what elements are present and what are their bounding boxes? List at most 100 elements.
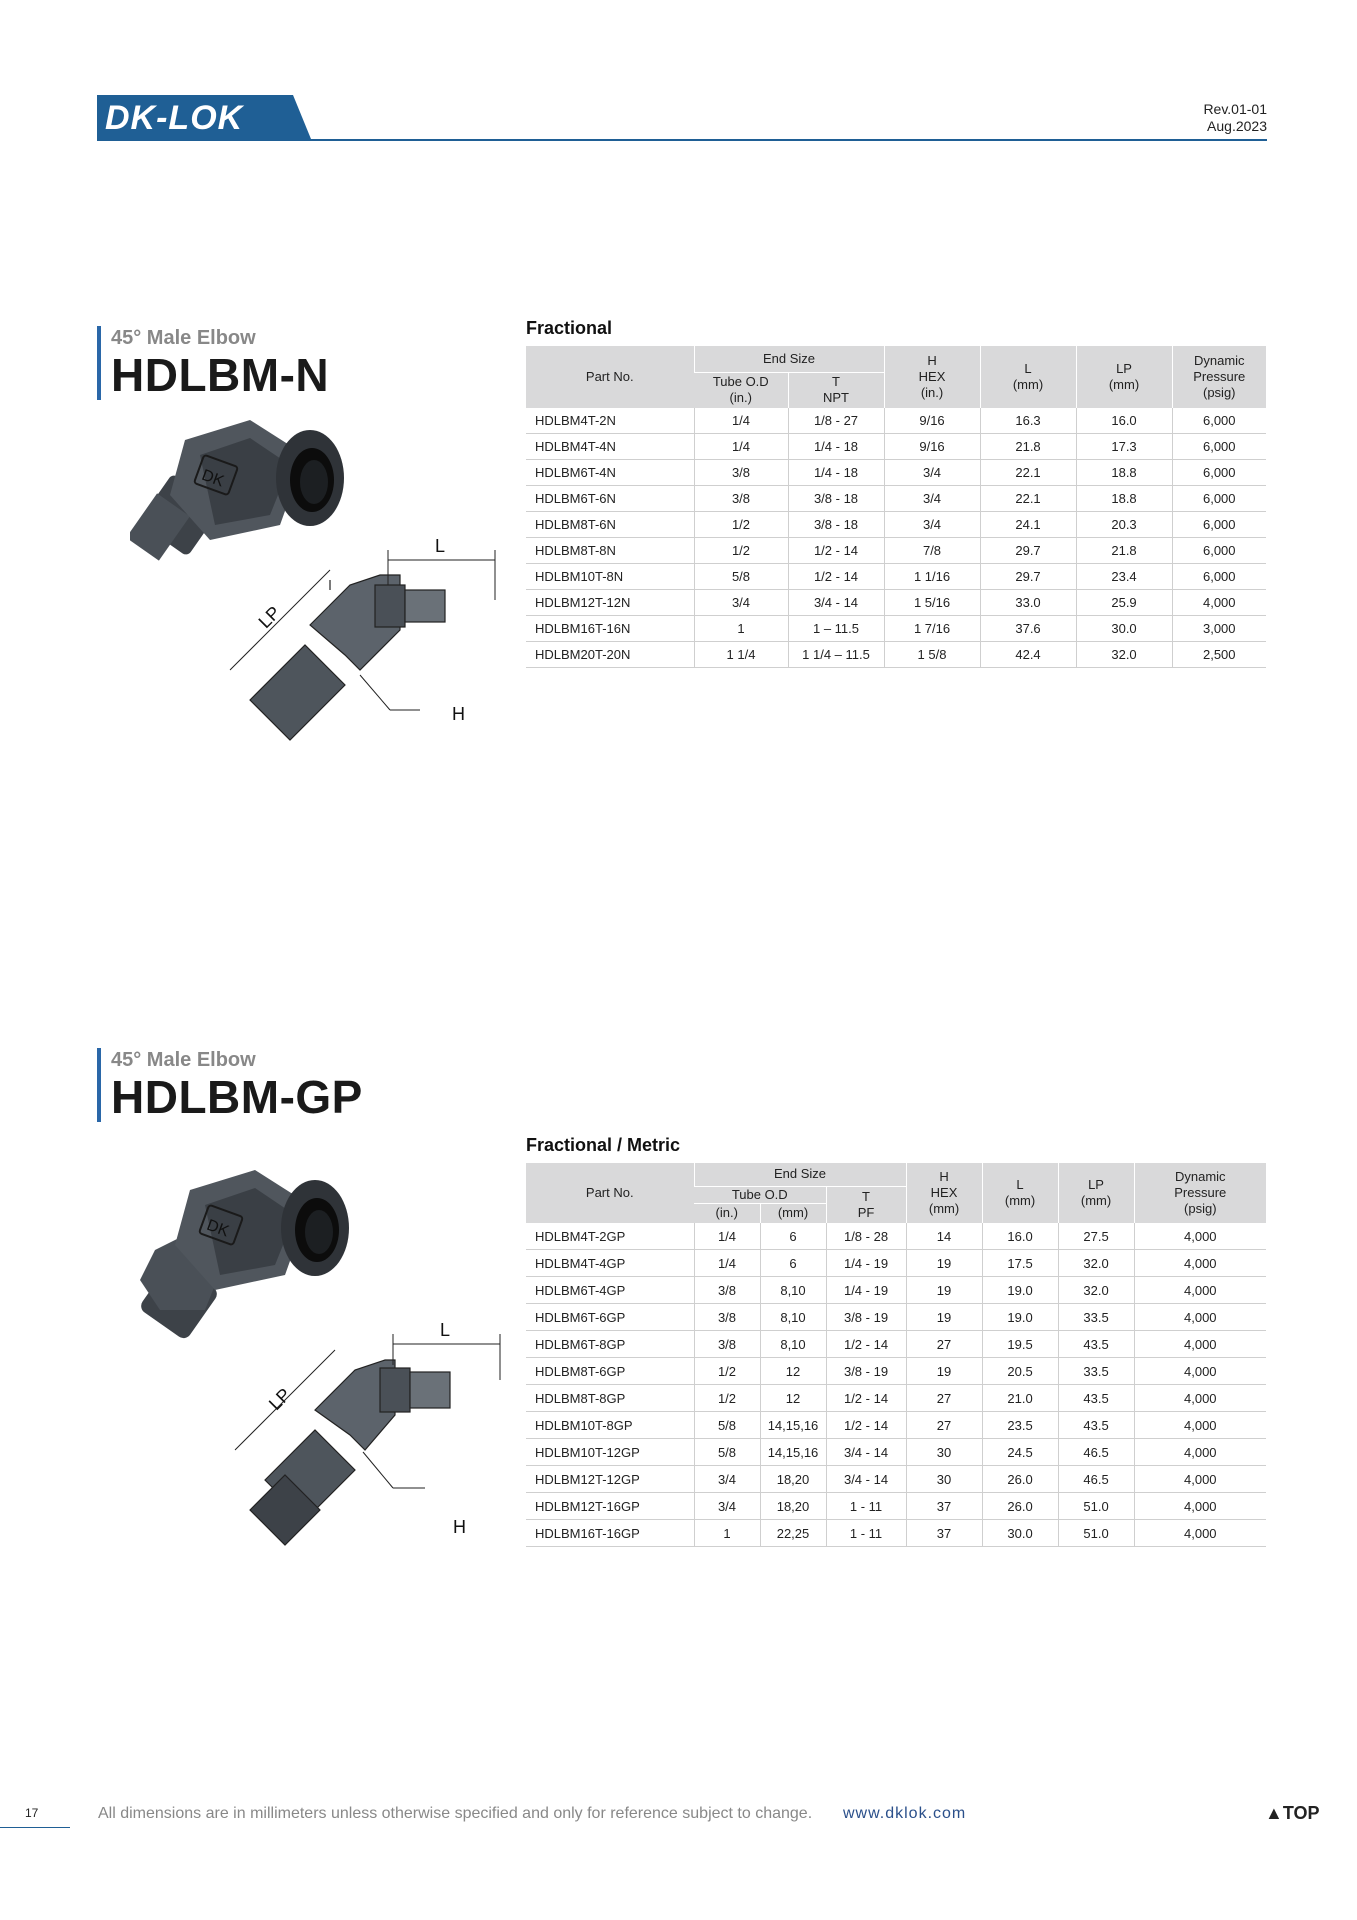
table-cell: 1/4 [693, 1249, 760, 1277]
table-cell: 1/4 [693, 433, 788, 460]
table-cell: 6,000 [1171, 485, 1267, 512]
table-cell: 43.5 [1057, 1330, 1135, 1358]
header-tube-od: Tube O.D (in.) [694, 371, 788, 408]
table-cell: 1/4 [693, 1223, 760, 1250]
table-cell: 4,000 [1133, 1519, 1267, 1547]
table-cell: 24.1 [979, 511, 1077, 538]
table-row: HDLBM4T-2N 1/4 1/8 - 27 9/16 16.3 16.0 6,000 [526, 408, 1267, 434]
table-cell: 9/16 [883, 433, 981, 460]
table-cell: 33.0 [979, 589, 1077, 616]
table-row: HDLBM20T-20N 1 1/4 1 1/4 – 11.5 1 5/8 42.4 32… [526, 641, 1267, 668]
table-cell: 19.5 [981, 1330, 1059, 1358]
table-cell: 1 5/16 [883, 589, 981, 616]
svg-text:DK: DK [199, 467, 226, 491]
table-cell: 6,000 [1171, 408, 1267, 434]
table-cell: 4,000 [1133, 1223, 1267, 1250]
table-cell: 8,10 [759, 1276, 826, 1304]
hdlbm-n-figure: DK L LP H [126, 400, 510, 770]
table-row: HDLBM16T-16N 1 1 – 11.5 1 7/16 37.6 30.0 3,000 [526, 615, 1267, 642]
header-dynamic-pressure: Dynamic Pressure (psig) [1171, 346, 1267, 408]
table-cell: 16.0 [1075, 408, 1173, 434]
table-cell: 33.5 [1057, 1357, 1135, 1385]
table-cell: 21.8 [979, 433, 1077, 460]
table-cell: 19 [905, 1357, 983, 1385]
table-cell: 3/8 [693, 459, 788, 486]
table-cell: 5/8 [693, 563, 788, 590]
table-cell: 20.5 [981, 1357, 1059, 1385]
table-cell: 4,000 [1133, 1465, 1267, 1493]
part-number-cell: HDLBM4T-2GP [526, 1223, 694, 1250]
part-number-cell: HDLBM12T-12GP [526, 1465, 694, 1493]
table-cell: 3/4 - 14 [825, 1465, 907, 1493]
table-cell: 3/8 [693, 1303, 760, 1331]
table-cell: 1 7/16 [883, 615, 981, 642]
table-cell: 23.4 [1075, 563, 1173, 590]
table-cell: 1/4 - 18 [787, 459, 885, 486]
table-cell: 7/8 [883, 537, 981, 564]
table-cell: 8,10 [759, 1303, 826, 1331]
table-cell: 43.5 [1057, 1411, 1135, 1439]
table-cell: 6,000 [1171, 459, 1267, 486]
header-lp: LP (mm) [1057, 1163, 1135, 1223]
table-cell: 21.8 [1075, 537, 1173, 564]
footer-divider [0, 1827, 70, 1828]
table-row: HDLBM6T-4GP 3/8 8,10 1/4 - 19 19 19.0 32.0 4,00… [526, 1276, 1267, 1304]
table-cell: 1 1/4 – 11.5 [787, 641, 885, 668]
dim-label-lp: LP [265, 1384, 295, 1414]
table-cell: 27 [905, 1411, 983, 1439]
table-cell: 3/8 - 19 [825, 1357, 907, 1385]
table-cell: 1 1/16 [883, 563, 981, 590]
table-cell: 19 [905, 1303, 983, 1331]
svg-text:DK: DK [204, 1217, 231, 1241]
table-cell: 29.7 [979, 563, 1077, 590]
table-cell: 1 [693, 1519, 760, 1547]
website-link[interactable]: www.dklok.com [843, 1805, 967, 1822]
dim-label-h: H [452, 704, 465, 724]
table-row: HDLBM4T-4GP 1/4 6 1/4 - 19 19 17.5 32.0 4,000 [526, 1249, 1267, 1277]
part-number-cell: HDLBM10T-12GP [526, 1438, 694, 1466]
table-cell: 20.3 [1075, 511, 1173, 538]
table-cell: 3/4 [883, 459, 981, 486]
table-cell: 2,500 [1171, 641, 1267, 668]
table-cell: 14 [905, 1223, 983, 1250]
dk-lok-logo: DK-LOK [97, 95, 311, 139]
table-cell: 3/4 - 14 [787, 589, 885, 616]
table-cell: 3/4 [693, 589, 788, 616]
header-tube-od: Tube O.D [694, 1185, 826, 1203]
section-title-hdlbm-n: 45° Male Elbow HDLBM-N [97, 326, 329, 400]
table-cell: 30.0 [1075, 615, 1173, 642]
table-cell: 1/2 [693, 537, 788, 564]
table-cell: 37 [905, 1519, 983, 1547]
table-cell: 14,15,16 [759, 1411, 826, 1439]
table-cell: 6,000 [1171, 563, 1267, 590]
part-number-cell: HDLBM6T-4N [526, 459, 694, 486]
back-to-top-button[interactable]: ▲TOP [1265, 1803, 1320, 1823]
table-row: HDLBM12T-12N 3/4 3/4 - 14 1 5/16 33.0 25.9 4,0… [526, 589, 1267, 616]
section-heading: HDLBM-GP [111, 1071, 363, 1123]
table-row: HDLBM10T-12GP 5/8 14,15,16 3/4 - 14 30 24.5 46… [526, 1438, 1267, 1466]
part-number-cell: HDLBM16T-16GP [526, 1519, 694, 1547]
table-cell: 37 [905, 1492, 983, 1520]
table-cell: 12 [759, 1384, 826, 1412]
table-cell: 1/2 - 14 [825, 1384, 907, 1412]
part-number-cell: HDLBM10T-8GP [526, 1411, 694, 1439]
table-cell: 1/4 - 18 [787, 433, 885, 460]
part-number-cell: HDLBM4T-4N [526, 433, 694, 460]
table-cell: 1 1/4 [693, 641, 788, 668]
table-cell: 32.0 [1075, 641, 1173, 668]
table-row: HDLBM6T-6N 3/8 3/8 - 18 3/4 22.1 18.8 6,000 [526, 485, 1267, 512]
table-cell: 43.5 [1057, 1384, 1135, 1412]
table-cell: 27 [905, 1330, 983, 1358]
table-cell: 1 5/8 [883, 641, 981, 668]
header-hex: H HEX (mm) [905, 1163, 983, 1223]
table-row: HDLBM6T-6GP 3/8 8,10 3/8 - 19 19 19.0 33.5 4,00… [526, 1303, 1267, 1331]
part-number-cell: HDLBM6T-8GP [526, 1330, 694, 1358]
footer-disclaimer: All dimensions are in millimeters unless… [98, 1805, 813, 1822]
table-cell: 32.0 [1057, 1249, 1135, 1277]
table-cell: 12 [759, 1357, 826, 1385]
elbow-technical-drawing [249, 574, 446, 741]
table-cell: 29.7 [979, 537, 1077, 564]
revision-info: Rev.01-01 Aug.2023 [1203, 101, 1267, 135]
elbow-3d-render: DK [126, 420, 344, 561]
table-cell: 4,000 [1171, 589, 1267, 616]
